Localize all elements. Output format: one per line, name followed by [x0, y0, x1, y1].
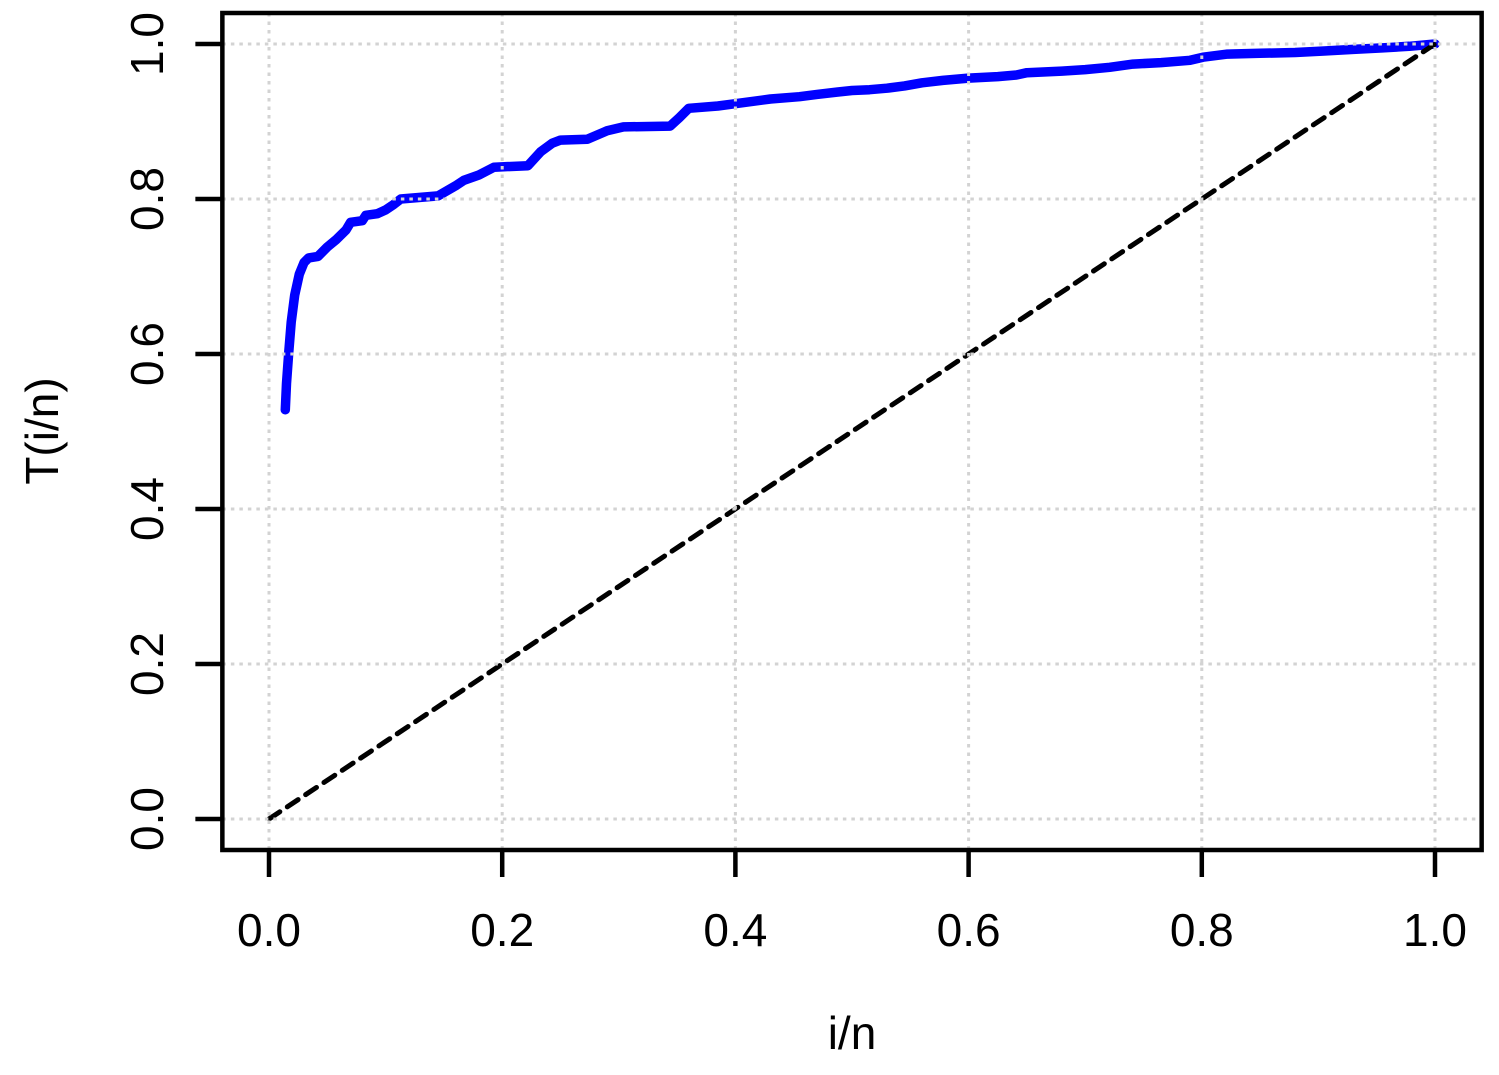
series-layer	[266, 39, 1440, 822]
x-axis-title: i/n	[828, 1007, 877, 1059]
y-tick-label: 0.6	[121, 322, 173, 386]
x-tick-label: 0.6	[937, 904, 1001, 956]
x-tick-label: 0.0	[237, 904, 301, 956]
tick-label-layer: 0.0 0.2 0.4 0.6 0.8 1.0 0.0 0.2 0.4 0.6 0.8 1.0	[121, 12, 1467, 956]
x-tick-label: 1.0	[1403, 904, 1467, 956]
y-tick-label: 0.4	[121, 477, 173, 541]
x-tick-label: 0.8	[1170, 904, 1234, 956]
y-tick-label: 1.0	[121, 12, 173, 76]
x-tick-label: 0.4	[703, 904, 767, 956]
series-diagonal-reference	[266, 41, 1438, 822]
y-tick-label: 0.0	[121, 787, 173, 851]
series-empirical-T-curve	[280, 39, 1440, 415]
y-tick-label: 0.2	[121, 632, 173, 696]
x-tick-label: 0.2	[470, 904, 534, 956]
y-tick-label: 0.8	[121, 167, 173, 231]
plot-border	[220, 10, 1484, 853]
y-axis-title: T(i/n)	[16, 377, 68, 484]
grid-layer	[222, 13, 1482, 850]
axes-layer	[195, 10, 1484, 877]
